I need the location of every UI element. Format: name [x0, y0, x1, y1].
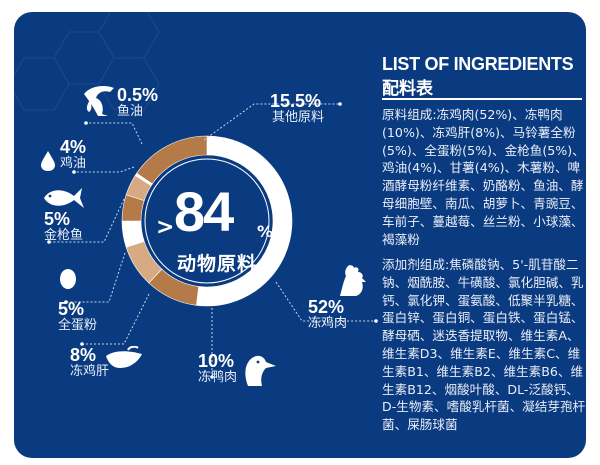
tuna-icon	[44, 188, 84, 208]
hexagon-pattern	[14, 12, 160, 111]
ingredients-text: 原料组成:冻鸡肉(52%)、冻鸭肉(10%)、冻鸡肝(8%)、马铃薯全粉(5%)…	[382, 107, 585, 247]
ingredients-card: > 84 % 动物原料 0.5% 鱼油 15.5% 其他原料 4% 鸡油 5% …	[14, 12, 586, 458]
tuna-value: 5%	[44, 209, 71, 229]
donut-segment	[136, 135, 208, 185]
egg-value: 5%	[58, 299, 85, 319]
fish-oil-icon	[84, 86, 114, 116]
chicken-liver-value: 8%	[70, 345, 97, 365]
center-value: 84	[174, 180, 234, 243]
label-other: 15.5% 其他原料	[270, 92, 324, 125]
egg-name: 全蛋粉	[58, 317, 98, 333]
duck-icon	[245, 355, 276, 386]
label-tuna: 5% 金枪鱼	[44, 210, 83, 243]
center-prefix: >	[156, 215, 175, 240]
chicken-value: 52%	[308, 297, 345, 317]
duck-name: 冻鸭肉	[198, 369, 238, 385]
fish-oil-value: 0.5%	[117, 85, 159, 105]
panel-title-cn: 配料表	[382, 79, 433, 99]
chicken-oil-value: 4%	[60, 137, 87, 157]
other-name: 其他原料	[272, 109, 325, 125]
center-suffix: %	[257, 222, 274, 241]
panel-title-en: LIST OF INGREDIENTS	[382, 54, 574, 74]
tuna-name: 金枪鱼	[44, 227, 84, 243]
donut-segment	[196, 135, 293, 307]
chicken-name: 冻鸡肉	[308, 315, 348, 331]
additives-text: 添加剂组成:焦磷酸钠、5'-肌苷酸二钠、烟酰胺、牛磺酸、氯化胆碱、乳钙、氯化钾、…	[382, 257, 586, 433]
chicken-liver-name: 冻鸡肝	[70, 363, 110, 379]
label-chicken: 52% 冻鸡肉	[308, 298, 347, 331]
chicken-oil-name: 鸡油	[60, 155, 87, 171]
duck-value: 10%	[198, 351, 235, 371]
drop-icon	[41, 151, 55, 171]
donut-chart	[47, 102, 378, 379]
egg-icon	[60, 269, 76, 289]
fish-oil-name: 鱼油	[117, 103, 144, 119]
rooster-icon	[340, 265, 366, 296]
title-divider	[382, 98, 582, 100]
liver-icon	[106, 346, 142, 368]
label-fish-oil: 0.5% 鱼油	[117, 86, 158, 119]
center-label: 动物原料	[177, 253, 258, 275]
label-egg: 5% 全蛋粉	[58, 300, 97, 333]
label-chicken-liver: 8% 冻鸡肝	[70, 346, 109, 379]
label-duck: 10% 冻鸭肉	[198, 352, 237, 385]
other-value: 15.5%	[270, 91, 322, 111]
label-chicken-oil: 4% 鸡油	[60, 138, 86, 171]
